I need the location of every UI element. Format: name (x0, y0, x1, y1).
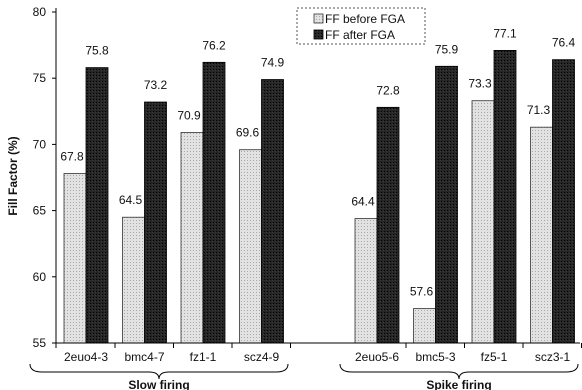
bar-before-scz4-9 (239, 149, 262, 344)
bar-before-fz1-1 (180, 132, 204, 344)
y-tick-label: 70 (33, 137, 47, 151)
value-label-after-scz3-1: 76.4 (552, 36, 576, 50)
bar-after-2euo5-6 (376, 106, 400, 344)
category-label-fz1-1: fz1-1 (190, 350, 217, 364)
bar-after-2euo4-3 (85, 67, 109, 344)
value-label-before-bmc4-7: 64.5 (119, 193, 143, 207)
y-tick-label: 65 (33, 204, 47, 218)
category-label-2euo5-6: 2euo5-6 (355, 350, 399, 364)
bar-before-2euo5-6 (354, 218, 378, 344)
category-label-fz5-1: fz5-1 (481, 350, 508, 364)
value-label-before-bmc5-3: 57.6 (410, 285, 434, 299)
value-label-after-2euo4-3: 75.8 (85, 44, 109, 58)
legend-swatch-before (313, 13, 324, 24)
group-label-1: Spike firing (426, 378, 491, 390)
value-label-before-2euo5-6: 64.4 (351, 195, 375, 209)
bar-before-scz3-1 (530, 126, 553, 344)
bar-after-fz5-1 (493, 49, 517, 344)
category-label-bmc5-3: bmc5-3 (415, 350, 455, 364)
x-axis: 2euo4-3 bmc4-7 fz1-1 scz4-9 2euo5-6 bmc5-3 fz5… (55, 343, 582, 364)
legend-label-after: FF after FGA (325, 28, 395, 42)
y-tick-label: 75 (33, 71, 47, 85)
category-label-2euo4-3: 2euo4-3 (64, 350, 108, 364)
bar-after-scz4-9 (261, 79, 284, 344)
value-label-after-bmc5-3: 75.9 (435, 42, 459, 56)
group-brace (29, 363, 289, 380)
group-label-0: Slow firing (128, 378, 189, 390)
value-label-before-scz4-9: 69.6 (236, 126, 260, 140)
bar-after-bmc4-7 (144, 101, 167, 344)
bars-layer: 67.8 75.8 64.5 73.2 70.9 76.2 69.6 74.9 64.4 72.8… (60, 26, 576, 344)
bar-after-fz1-1 (202, 61, 226, 344)
value-label-before-scz3-1: 71.3 (527, 103, 551, 117)
bar-before-bmc4-7 (122, 216, 145, 344)
value-label-before-fz1-1: 70.9 (177, 108, 201, 122)
legend: FF before FGA FF after FGA (296, 7, 426, 45)
value-label-after-2euo5-6: 72.8 (376, 83, 400, 97)
value-label-after-fz1-1: 76.2 (202, 38, 226, 52)
y-axis-label: Fill Factor (%) (6, 136, 20, 215)
legend-swatch-after (313, 29, 324, 40)
group-brace (339, 363, 579, 380)
category-label-scz4-9: scz4-9 (244, 350, 280, 364)
y-axis: 55 60 65 70 75 80 (33, 5, 56, 350)
value-label-before-2euo4-3: 67.8 (60, 150, 84, 164)
bar-before-fz5-1 (471, 100, 495, 344)
value-label-after-bmc4-7: 73.2 (144, 78, 168, 92)
bar-before-bmc5-3 (413, 308, 436, 344)
category-label-scz3-1: scz3-1 (535, 350, 571, 364)
value-label-after-scz4-9: 74.9 (261, 56, 285, 70)
y-tick-label: 55 (33, 336, 47, 350)
y-tick-label: 80 (33, 5, 47, 19)
value-label-after-fz5-1: 77.1 (493, 26, 517, 40)
bar-before-2euo4-3 (63, 173, 87, 344)
group-labels: Slow firing Spike firing (29, 363, 579, 390)
category-label-bmc4-7: bmc4-7 (124, 350, 164, 364)
legend-label-before: FF before FGA (325, 12, 405, 26)
value-label-before-fz5-1: 73.3 (468, 77, 492, 91)
bar-after-scz3-1 (552, 59, 575, 344)
y-tick-label: 60 (33, 270, 47, 284)
bar-after-bmc5-3 (435, 65, 458, 344)
